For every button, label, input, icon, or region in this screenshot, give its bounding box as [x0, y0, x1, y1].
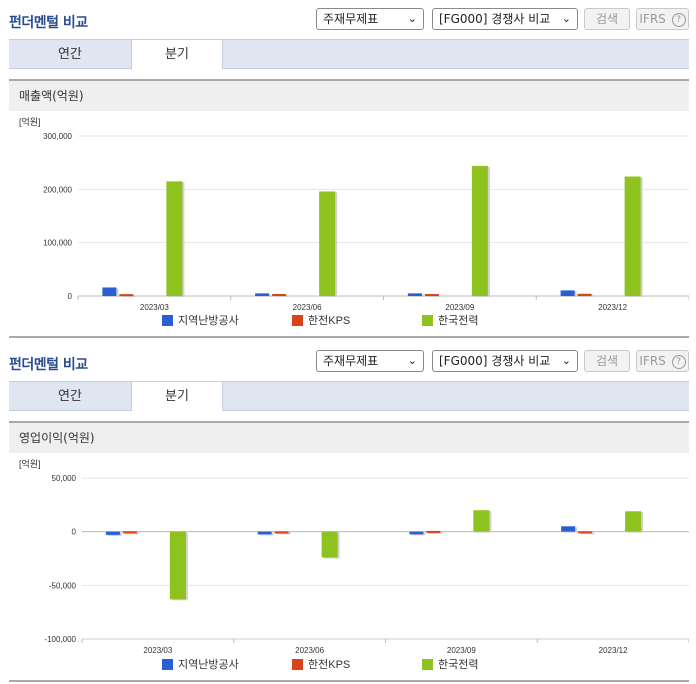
tab-annual[interactable]: 연간 — [58, 389, 82, 404]
chevron-down-icon: ⌄ — [561, 12, 571, 25]
x-tick-label: 2023/12 — [598, 303, 627, 312]
help-icon: ? — [671, 354, 686, 369]
section-title: 매출액(억원) — [9, 79, 689, 111]
bar-1 — [257, 531, 272, 535]
legend-swatch — [162, 659, 173, 670]
search-button[interactable]: 검색 — [584, 350, 630, 372]
compare-select-value: [FG000] 경쟁사 비교 — [439, 354, 551, 368]
panel-divider — [9, 336, 689, 338]
y-tick-label: 0 — [72, 528, 77, 537]
bar-2 — [577, 293, 592, 296]
bar-3 — [473, 510, 490, 532]
bar-1 — [407, 293, 422, 296]
ifrs-label: IFRS — [639, 354, 666, 368]
help-icon: ? — [671, 12, 686, 27]
bar-2 — [424, 294, 439, 297]
bar-shadow — [428, 531, 443, 534]
panel-title: 펀더멘털 비교 — [9, 357, 88, 373]
chevron-down-icon: ⌄ — [561, 354, 571, 367]
y-tick-label: 50,000 — [52, 474, 77, 483]
x-tick-label: 2023/06 — [293, 303, 322, 312]
bar-3 — [319, 191, 336, 296]
statement-select[interactable]: 주재무제표 ⌄ — [316, 350, 424, 372]
bar-1 — [105, 531, 120, 535]
ifrs-help-button[interactable]: IFRS ? — [636, 350, 689, 372]
compare-select[interactable]: [FG000] 경쟁사 비교 ⌄ — [432, 350, 578, 372]
bar-3 — [625, 511, 642, 532]
ifrs-help-button[interactable]: IFRS ? — [636, 8, 689, 30]
fundamental-panel-revenue: 펀더멘털 비교 주재무제표 ⌄ [FG000] 경쟁사 비교 ⌄ 검색 IFRS… — [0, 0, 696, 338]
x-tick-label: 2023/09 — [447, 646, 476, 655]
y-tick-label: 0 — [68, 292, 73, 301]
bar-1 — [560, 290, 575, 296]
revenue-chart: [억원] 0 100,000 200,000 300,000 2023/03 2023/06… — [19, 116, 690, 327]
x-tick-label: 2023/03 — [143, 646, 172, 655]
panel-header: 펀더멘털 비교 주재무제표 ⌄ [FG000] 경쟁사 비교 ⌄ 검색 IFRS… — [0, 0, 696, 38]
fundamental-panel-operating-income: 펀더멘털 비교 주재무제표 ⌄ [FG000] 경쟁사 비교 ⌄ 검색 IFRS… — [0, 342, 696, 684]
y-unit-label: [억원] — [19, 116, 41, 127]
bar-shadow — [276, 532, 291, 535]
panel-title: 펀더멘털 비교 — [9, 15, 88, 31]
ifrs-label: IFRS — [639, 12, 666, 26]
y-tick-label: 200,000 — [43, 185, 72, 194]
panel-divider — [9, 680, 689, 682]
bar-3 — [321, 531, 338, 558]
operating-income-chart: [억원] -100,000 -50,000 0 50,000 2023/03 2023/06… — [19, 458, 690, 671]
statement-select-value: 주재무제표 — [323, 12, 379, 26]
y-tick-label: -100,000 — [44, 635, 76, 644]
legend-swatch — [292, 659, 303, 670]
bar-1 — [409, 531, 424, 535]
bar-2 — [578, 531, 593, 534]
bar-3 — [471, 165, 488, 296]
legend-swatch — [292, 315, 303, 326]
bar-2 — [122, 531, 137, 534]
panel-header: 펀더멘털 비교 주재무제표 ⌄ [FG000] 경쟁사 비교 ⌄ 검색 IFRS… — [0, 342, 696, 380]
section-title: 영업이익(억원) — [9, 421, 689, 453]
bar-2 — [274, 531, 289, 534]
legend-swatch — [422, 659, 433, 670]
statement-select[interactable]: 주재무제표 ⌄ — [316, 8, 424, 30]
bar-2 — [272, 293, 287, 296]
tab-quarterly[interactable]: 분기 — [131, 381, 223, 411]
bar-1 — [561, 526, 576, 532]
compare-select[interactable]: [FG000] 경쟁사 비교 ⌄ — [432, 8, 578, 30]
x-tick-label: 2023/12 — [599, 646, 628, 655]
period-tabs: 연간 분기 — [9, 381, 689, 411]
tab-quarterly[interactable]: 분기 — [131, 39, 223, 69]
legend-label: 한국전력 — [438, 314, 478, 327]
y-unit-label: [억원] — [19, 458, 41, 469]
statement-select-value: 주재무제표 — [323, 354, 379, 368]
legend-swatch — [422, 315, 433, 326]
legend-label: 한전KPS — [308, 658, 350, 671]
bar-2 — [119, 294, 134, 297]
x-tick-label: 2023/09 — [445, 303, 474, 312]
legend-label: 지역난방공사 — [178, 658, 239, 671]
chevron-down-icon: ⌄ — [407, 354, 417, 367]
chevron-down-icon: ⌄ — [407, 12, 417, 25]
bar-3 — [624, 176, 641, 296]
y-tick-label: 300,000 — [43, 132, 72, 141]
legend-label: 지역난방공사 — [178, 314, 239, 327]
y-tick-label: -50,000 — [49, 581, 77, 590]
operating-income-chart-container: [억원] -100,000 -50,000 0 50,000 2023/03 2023/06… — [9, 453, 690, 677]
revenue-chart-container: [억원] 0 100,000 200,000 300,000 2023/03 2023/06… — [9, 111, 690, 335]
compare-select-value: [FG000] 경쟁사 비교 — [439, 12, 551, 26]
tab-annual[interactable]: 연간 — [58, 47, 82, 62]
x-tick-label: 2023/03 — [140, 303, 169, 312]
y-tick-label: 100,000 — [43, 239, 72, 248]
bar-3 — [166, 181, 183, 296]
legend-label: 한국전력 — [438, 658, 478, 671]
legend-label: 한전KPS — [308, 314, 350, 327]
legend-swatch — [162, 315, 173, 326]
bar-2 — [426, 530, 441, 533]
bar-3 — [169, 531, 186, 600]
x-tick-label: 2023/06 — [295, 646, 324, 655]
bar-1 — [102, 287, 117, 296]
bar-1 — [255, 293, 270, 296]
search-button[interactable]: 검색 — [584, 8, 630, 30]
period-tabs: 연간 분기 — [9, 39, 689, 69]
